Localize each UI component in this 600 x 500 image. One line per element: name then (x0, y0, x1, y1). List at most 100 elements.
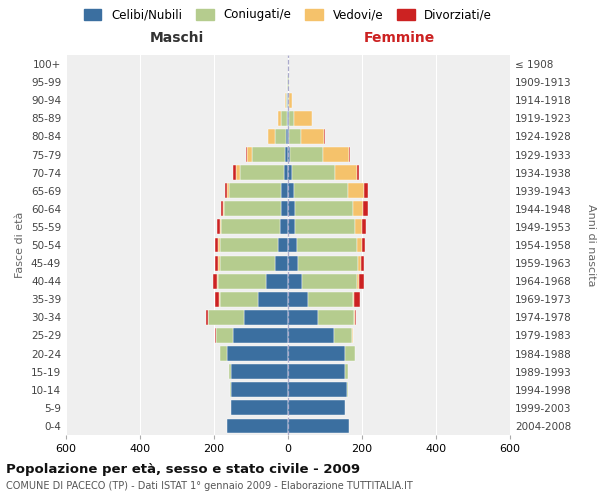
Bar (298, 256, 358, 270)
Bar (364, 202, 368, 216)
Bar (284, 165, 288, 180)
Bar (227, 346, 288, 361)
Bar (357, 274, 359, 288)
Bar (280, 220, 288, 234)
Bar (220, 256, 275, 270)
Bar (362, 220, 366, 234)
Bar (361, 256, 364, 270)
Bar (275, 129, 286, 144)
Bar (347, 382, 348, 397)
Bar (302, 274, 357, 288)
Bar (240, 165, 284, 180)
Bar (266, 274, 288, 288)
Bar (253, 147, 285, 162)
Bar (289, 129, 301, 144)
Bar (215, 292, 219, 306)
Bar (285, 147, 288, 162)
Bar (288, 274, 302, 288)
Bar (290, 147, 323, 162)
Bar (292, 165, 335, 180)
Bar (288, 220, 295, 234)
Bar (353, 292, 354, 306)
Bar (349, 147, 350, 162)
Bar (216, 328, 233, 343)
Bar (230, 364, 288, 379)
Text: Maschi: Maschi (150, 31, 204, 45)
Bar (281, 202, 288, 216)
Bar (286, 93, 287, 108)
Bar (218, 256, 220, 270)
Bar (295, 220, 355, 234)
Bar (220, 220, 221, 234)
Bar (357, 238, 362, 252)
Bar (353, 202, 364, 216)
Y-axis label: Anni di nascita: Anni di nascita (586, 204, 596, 286)
Bar (349, 184, 364, 198)
Bar (293, 184, 349, 198)
Bar (297, 238, 357, 252)
Bar (364, 184, 368, 198)
Bar (229, 184, 281, 198)
Bar (287, 111, 288, 126)
Bar (288, 328, 334, 343)
Bar (355, 310, 356, 325)
Bar (227, 418, 288, 434)
Bar (359, 274, 364, 288)
Bar (217, 274, 218, 288)
Bar (220, 292, 259, 306)
Bar (288, 418, 349, 434)
Bar (357, 165, 359, 180)
Bar (334, 328, 352, 343)
Bar (295, 202, 353, 216)
Bar (218, 238, 220, 252)
Bar (354, 292, 360, 306)
Bar (230, 382, 288, 397)
Bar (223, 202, 224, 216)
Bar (288, 364, 346, 379)
Bar (215, 238, 218, 252)
Bar (220, 346, 227, 361)
Bar (362, 238, 365, 252)
Text: Femmine: Femmine (364, 31, 434, 45)
Bar (247, 147, 253, 162)
Bar (215, 328, 216, 343)
Bar (281, 111, 287, 126)
Bar (221, 202, 223, 216)
Bar (358, 256, 361, 270)
Bar (288, 184, 293, 198)
Bar (224, 202, 281, 216)
Bar (288, 202, 295, 216)
Bar (288, 238, 297, 252)
Bar (288, 165, 292, 180)
Bar (323, 147, 349, 162)
Bar (289, 93, 292, 108)
Bar (289, 111, 294, 126)
Bar (288, 111, 289, 126)
Bar (288, 129, 289, 144)
Bar (288, 382, 347, 397)
Bar (346, 364, 349, 379)
Bar (217, 220, 220, 234)
Bar (288, 292, 308, 306)
Bar (288, 346, 346, 361)
Bar (308, 292, 353, 306)
Bar (215, 256, 218, 270)
Bar (317, 310, 354, 325)
Bar (288, 400, 346, 415)
Y-axis label: Fasce di età: Fasce di età (16, 212, 25, 278)
Bar (324, 129, 325, 144)
Bar (275, 256, 288, 270)
Bar (244, 310, 288, 325)
Bar (354, 310, 355, 325)
Legend: Celibi/Nubili, Coniugati/e, Vedovi/e, Divorziati/e: Celibi/Nubili, Coniugati/e, Vedovi/e, Di… (84, 8, 492, 22)
Bar (355, 220, 362, 234)
Bar (225, 184, 227, 198)
Bar (220, 238, 278, 252)
Bar (229, 364, 230, 379)
Bar (268, 129, 275, 144)
Bar (288, 147, 290, 162)
Text: COMUNE DI PACECO (TP) - Dati ISTAT 1° gennaio 2009 - Elaborazione TUTTITALIA.IT: COMUNE DI PACECO (TP) - Dati ISTAT 1° ge… (6, 481, 413, 491)
Bar (230, 400, 288, 415)
Bar (286, 129, 288, 144)
Bar (236, 165, 240, 180)
